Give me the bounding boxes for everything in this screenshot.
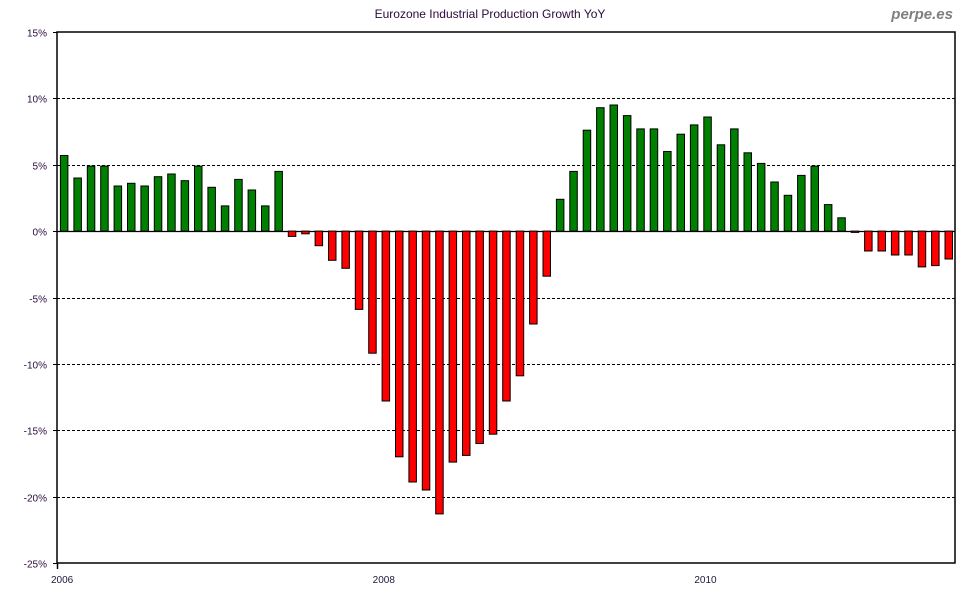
bar-negative: [931, 230, 940, 267]
bar-negative: [328, 230, 337, 261]
x-tick-label: 2008: [373, 575, 396, 586]
bar-negative: [529, 230, 538, 325]
bar-negative: [341, 230, 350, 269]
bar-negative: [877, 230, 886, 252]
bar-positive: [127, 182, 136, 232]
bar-negative: [381, 230, 391, 402]
bar-positive: [810, 165, 819, 232]
bar-positive: [676, 133, 685, 232]
bar-positive: [59, 155, 69, 232]
bar-positive: [247, 189, 257, 232]
bar-positive: [274, 170, 283, 232]
bar-positive: [596, 107, 605, 232]
bar-positive: [153, 176, 163, 232]
bar-positive: [113, 185, 123, 232]
bar-negative: [287, 230, 297, 237]
y-tick-label: 5%: [33, 162, 48, 173]
x-axis-ticks: 2006 2008 2010: [51, 563, 717, 586]
y-tick-label: -10%: [24, 361, 47, 372]
bar-positive: [730, 128, 739, 232]
bar-negative: [421, 230, 431, 491]
bars: [59, 104, 953, 515]
bar-negative: [448, 230, 458, 463]
bar-positive: [261, 205, 270, 232]
chart-title: Eurozone Industrial Production Growth Yo…: [375, 7, 606, 21]
bar-negative: [408, 230, 417, 483]
bar-negative: [314, 230, 324, 247]
bar-positive: [622, 115, 632, 232]
y-tick-label: -20%: [24, 494, 47, 505]
y-axis-ticks: 15% 10% 5% 0% -5% -10% -15% -20% -25%: [24, 29, 57, 571]
bar-positive: [555, 198, 565, 232]
bar-negative: [488, 230, 498, 435]
bar-positive: [140, 185, 149, 232]
bar-negative: [462, 230, 471, 456]
bar-negative: [890, 230, 900, 256]
y-tick-label: -15%: [24, 427, 47, 438]
bar-positive: [100, 165, 109, 232]
bar-negative: [850, 230, 860, 233]
bar-positive: [743, 152, 752, 232]
bar-negative: [368, 230, 377, 354]
x-tick-label: 2010: [694, 575, 717, 586]
bar-positive: [770, 181, 779, 232]
plot-frame: [56, 31, 956, 564]
bar-negative: [502, 230, 511, 402]
bar-negative: [864, 230, 873, 252]
bar-positive: [609, 104, 618, 232]
bar-positive: [582, 129, 592, 232]
bar-negative: [515, 230, 525, 377]
bar-positive: [86, 165, 96, 232]
y-tick-label: -5%: [29, 295, 47, 306]
bar-positive: [569, 170, 578, 232]
bar-positive: [823, 204, 833, 232]
bar-negative: [301, 230, 310, 235]
bar-positive: [703, 116, 712, 232]
bar-positive: [207, 186, 216, 232]
y-tick-label: -25%: [24, 560, 47, 571]
bar-positive: [689, 124, 699, 232]
bar-positive: [649, 128, 659, 232]
y-tick-label: 10%: [27, 95, 47, 106]
x-tick-label: 2006: [51, 575, 74, 586]
y-tick-label: 15%: [27, 29, 47, 40]
bar-positive: [167, 173, 176, 232]
bar-positive: [73, 177, 82, 232]
bar-negative: [475, 230, 484, 444]
bar-negative: [395, 230, 404, 458]
bar-negative: [435, 230, 444, 515]
bar-positive: [663, 151, 672, 232]
bar-positive: [783, 194, 793, 232]
bar-negative: [917, 230, 927, 268]
bar-positive: [220, 205, 230, 232]
bar-negative: [904, 230, 913, 256]
bar-positive: [194, 165, 203, 232]
bar-positive: [180, 180, 190, 232]
bar-positive: [797, 174, 806, 232]
bar-negative: [944, 230, 953, 260]
bar-positive: [837, 217, 846, 232]
bar-positive: [234, 178, 243, 232]
watermark: perpe.es: [890, 6, 953, 23]
bar-positive: [756, 162, 766, 232]
y-tick-label: 0%: [33, 228, 48, 239]
bar-positive: [716, 144, 726, 232]
bar-negative: [542, 230, 551, 277]
bar-negative: [354, 230, 364, 310]
bar-positive: [636, 128, 645, 232]
